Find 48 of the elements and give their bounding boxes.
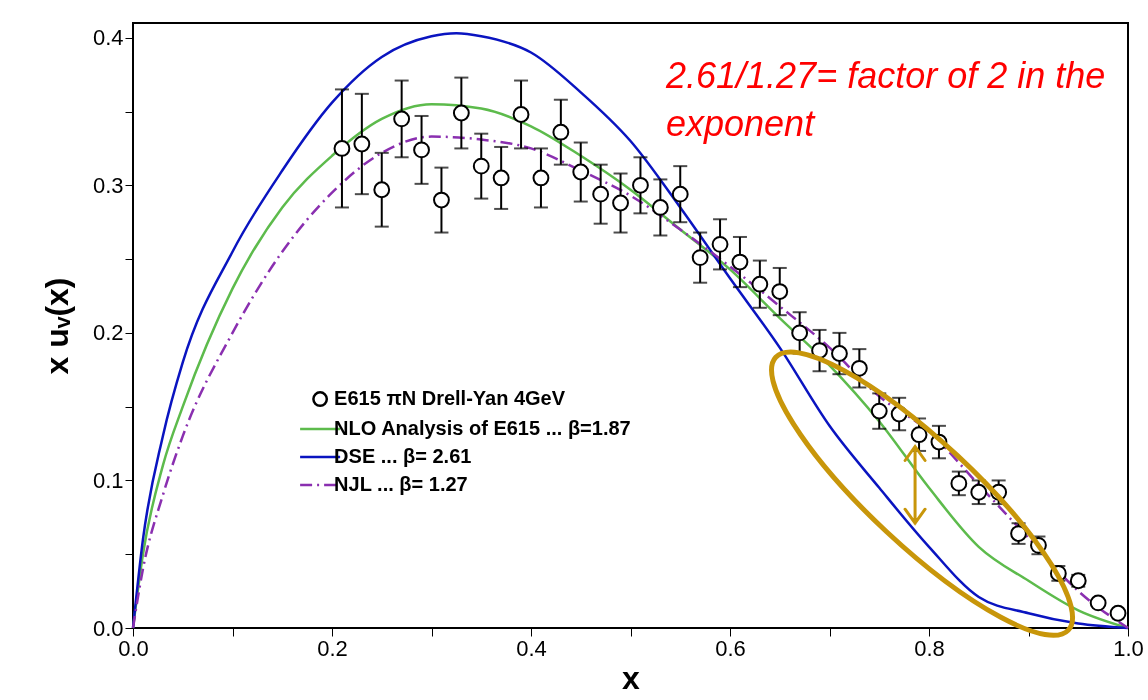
point (691, 249, 709, 267)
x-axis-title: x (622, 659, 641, 696)
point (612, 194, 629, 212)
y-tick-label: 0.3 (92, 172, 124, 198)
point (413, 141, 430, 159)
point (791, 324, 809, 342)
point (632, 176, 649, 194)
x-tick-label: 0.2 (317, 635, 348, 661)
point (731, 253, 749, 271)
legend-label: NJL ... β= 1.27 (334, 473, 468, 496)
point (831, 345, 848, 362)
point (711, 235, 729, 253)
annotation: 2.61/1.27= factor of 2 in the exponent (666, 54, 1106, 146)
point (850, 359, 868, 377)
x-tick-label: 0.6 (715, 635, 746, 661)
y-tick-label: 0.2 (92, 320, 124, 346)
point (433, 191, 450, 209)
point (771, 283, 789, 300)
point (373, 181, 391, 199)
point (572, 163, 590, 181)
point (671, 185, 689, 203)
point (552, 123, 570, 141)
point (751, 275, 769, 293)
legend-label: NLO Analysis of E615 ... β=1.87 (334, 417, 631, 440)
point (651, 199, 669, 216)
y-tick-label: 0.4 (92, 25, 124, 51)
point (910, 426, 928, 444)
point (472, 157, 490, 175)
point (532, 169, 550, 187)
point (512, 106, 530, 123)
point (452, 104, 470, 122)
x-tick-label: 1.0 (1113, 635, 1144, 661)
point (870, 402, 888, 420)
y-tick-label: 0.1 (92, 467, 124, 493)
point (393, 110, 411, 128)
point (970, 483, 988, 501)
legend-label: DSE ... β= 2.61 (334, 445, 472, 468)
point (592, 185, 610, 203)
point (333, 140, 351, 157)
point (1109, 604, 1127, 622)
x-tick-label: 0.4 (516, 635, 547, 661)
y-axis-title: x uᵥ(x) (38, 277, 75, 375)
point (353, 135, 371, 153)
point (492, 169, 510, 187)
legend-label: E615 πN Drell-Yan 4GeV (334, 387, 566, 410)
point (1089, 594, 1107, 612)
x-tick-label: 0.8 (914, 635, 945, 661)
point (950, 474, 968, 492)
